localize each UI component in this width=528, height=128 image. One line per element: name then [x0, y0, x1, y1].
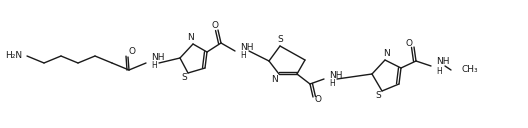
Text: H: H [151, 61, 157, 71]
Text: N: N [384, 50, 390, 58]
Text: NH: NH [436, 57, 449, 67]
Text: CH₃: CH₃ [461, 66, 478, 74]
Text: H: H [436, 67, 442, 76]
Text: H: H [329, 78, 335, 88]
Text: NH: NH [329, 71, 343, 79]
Text: NH: NH [151, 54, 165, 62]
Text: S: S [375, 92, 381, 100]
Text: O: O [315, 95, 322, 104]
Text: O: O [128, 47, 136, 56]
Text: NH: NH [240, 42, 253, 51]
Text: H₂N: H₂N [5, 51, 23, 61]
Text: N: N [187, 34, 194, 42]
Text: S: S [181, 73, 187, 83]
Text: O: O [212, 20, 219, 29]
Text: O: O [406, 39, 412, 47]
Text: N: N [271, 74, 277, 83]
Text: S: S [277, 35, 283, 44]
Text: H: H [240, 51, 246, 60]
